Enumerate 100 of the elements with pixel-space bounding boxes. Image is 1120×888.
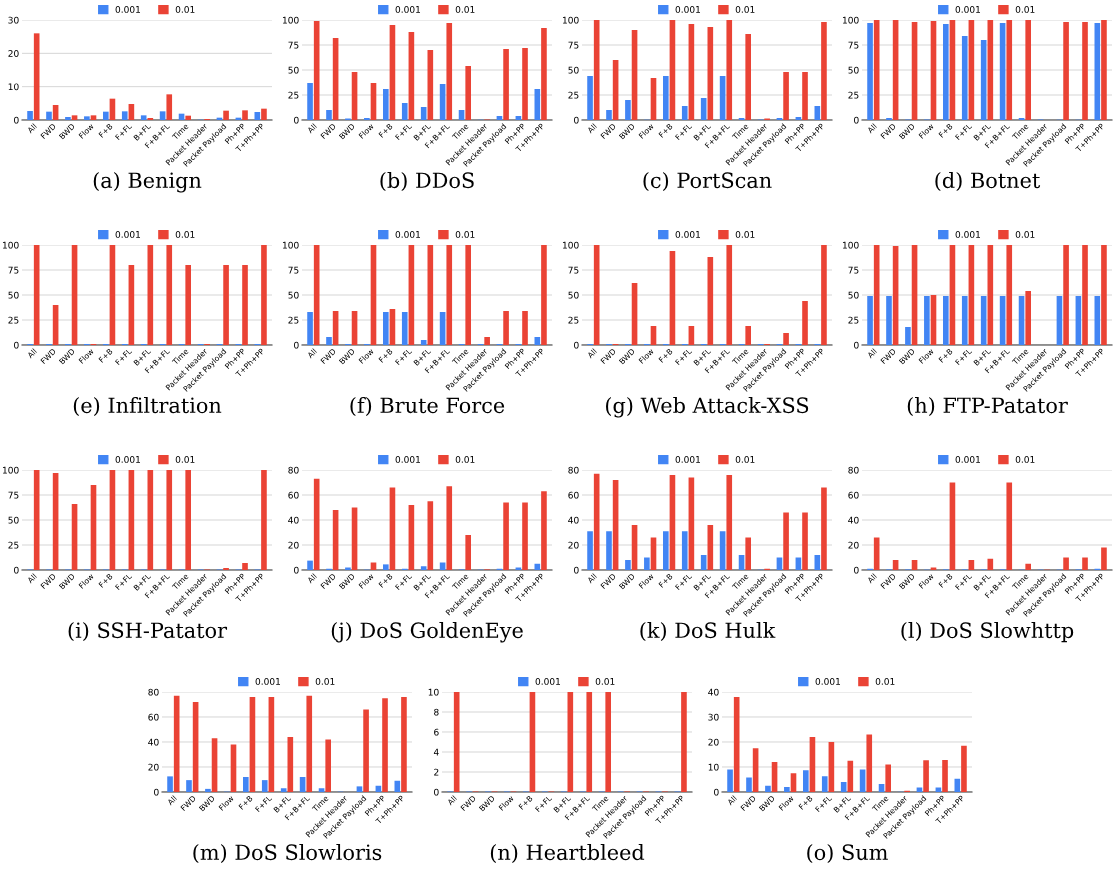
text: (k) DoS Hulk	[640, 622, 776, 642]
bar	[1082, 557, 1088, 570]
y-tick-label: 50	[288, 66, 299, 74]
bar	[382, 312, 389, 345]
bar	[840, 782, 847, 792]
bar	[401, 697, 407, 792]
legend-label: 0.001	[955, 231, 981, 238]
bar	[71, 115, 78, 120]
y-tick-label: 0	[574, 566, 579, 574]
bar	[90, 115, 97, 120]
bar	[1025, 563, 1032, 570]
y-tick-label: 75	[848, 266, 859, 274]
bar	[242, 563, 248, 570]
legend-label: 0.01	[175, 456, 195, 463]
bar	[541, 491, 547, 570]
y-tick-label: 0	[14, 116, 19, 124]
y-tick-label: 75	[8, 491, 19, 499]
bar	[65, 117, 71, 120]
bar	[821, 487, 827, 570]
bar	[166, 245, 173, 345]
bar	[465, 245, 472, 345]
y-tick-label: 50	[8, 516, 19, 524]
bar	[223, 110, 229, 120]
bar	[783, 512, 789, 570]
bar	[821, 776, 828, 792]
y-tick-label: 75	[568, 41, 579, 49]
legend-label: 0.01	[455, 231, 475, 238]
legend-label: 0.001	[395, 231, 421, 238]
bar	[1082, 245, 1088, 345]
bar	[420, 107, 427, 120]
legend-label: 0.01	[175, 231, 195, 238]
bar	[745, 34, 752, 120]
y-tick-label: 0	[574, 116, 579, 124]
bar	[662, 531, 669, 570]
bar	[987, 20, 994, 120]
bar	[522, 311, 528, 345]
bar	[987, 245, 994, 345]
bar	[261, 108, 267, 120]
bar	[166, 94, 173, 120]
bar	[765, 785, 771, 792]
y-tick-label: 4	[433, 748, 439, 756]
y-tick-label: 20	[568, 541, 579, 549]
bar	[84, 116, 90, 120]
y-tick-label: 60	[848, 491, 859, 499]
y-tick-label: 20	[708, 738, 719, 746]
bar	[484, 337, 490, 345]
y-tick-label: 50	[568, 66, 579, 74]
bar	[121, 111, 128, 120]
y-tick-label: 50	[848, 66, 859, 74]
bar	[205, 788, 211, 792]
bar	[287, 737, 294, 792]
y-tick-label: 100	[562, 16, 579, 24]
legend-label: 0.01	[875, 678, 895, 685]
bar	[802, 301, 808, 345]
y-tick-label: 50	[288, 291, 299, 299]
bar	[27, 111, 33, 120]
bar	[961, 296, 968, 345]
bar	[802, 72, 808, 120]
text: (o) Sum	[807, 844, 888, 864]
bar	[1063, 245, 1069, 345]
y-tick-label: 80	[848, 466, 859, 474]
bar	[1006, 245, 1013, 345]
legend-label: 0.01	[595, 678, 615, 685]
y-tick-label: 60	[568, 491, 579, 499]
y-tick-label: 8	[434, 708, 439, 716]
bar	[961, 745, 967, 792]
legend-label: 0.01	[175, 6, 195, 13]
y-tick-label: 100	[842, 241, 859, 249]
bar	[625, 100, 631, 120]
bar	[185, 265, 192, 345]
bar	[185, 470, 192, 570]
bar	[847, 760, 854, 792]
bar	[1006, 20, 1013, 120]
y-tick-label: 60	[148, 713, 159, 721]
y-tick-label: 0	[854, 116, 859, 124]
y-tick-label: 25	[288, 316, 299, 324]
bar	[867, 23, 873, 120]
bar	[707, 525, 714, 570]
bar	[886, 296, 892, 345]
text: (h) FTP-Patator	[907, 397, 1068, 417]
text: (i) SSH-Patator	[68, 622, 228, 642]
bar	[242, 265, 248, 345]
bar	[420, 566, 427, 570]
bar	[961, 36, 968, 120]
y-tick-label: 20	[848, 541, 859, 549]
bar	[942, 24, 949, 120]
y-tick-label: 2	[434, 768, 439, 776]
bar	[446, 486, 453, 570]
bar	[382, 698, 388, 792]
bar	[363, 709, 369, 792]
legend-label: 0.001	[955, 6, 981, 13]
bar	[727, 769, 733, 792]
bar	[242, 110, 248, 120]
bar	[1082, 22, 1088, 120]
text: (g) Web Attack-XSS	[606, 397, 809, 418]
bar	[401, 312, 408, 345]
y-tick-label: 20	[288, 541, 299, 549]
legend-label: 0.01	[1015, 456, 1035, 463]
y-tick-label: 50	[8, 291, 19, 299]
text: (d) Botnet	[935, 172, 1041, 192]
